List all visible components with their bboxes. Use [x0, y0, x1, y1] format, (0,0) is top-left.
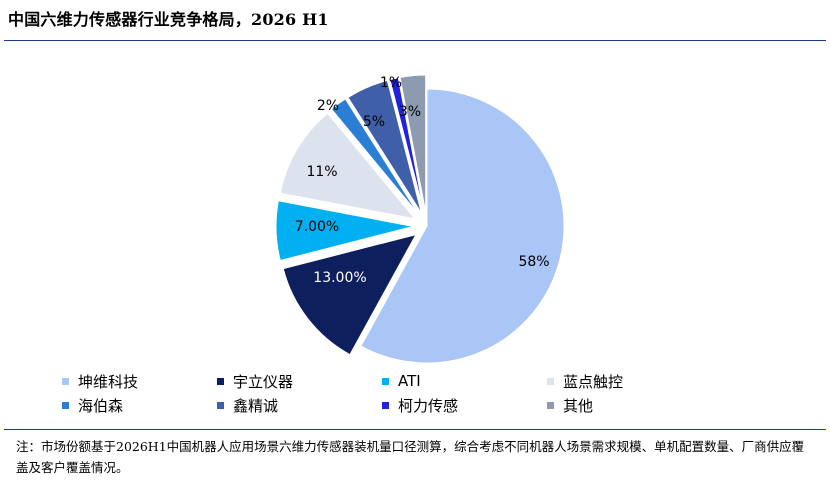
pie-slice-label-4: 11% [306, 164, 337, 180]
pie-slice-3 [275, 200, 414, 262]
legend-swatch [547, 377, 554, 385]
pie-slice-6 [347, 79, 422, 214]
legend-swatch [382, 401, 389, 409]
legend-label: 宇立仪器 [233, 372, 294, 391]
pie-slice-4 [279, 112, 417, 220]
pie-slice-8 [399, 74, 427, 213]
legend-label: 鑫精诚 [233, 396, 279, 415]
pie-labels: 58% 13.00% 7.00% 11% 2% 5% 1% 3% [295, 75, 550, 286]
legend-item-5: 海伯森 [62, 395, 217, 415]
legend-swatch [217, 401, 224, 409]
legend-label: 柯力传感 [398, 396, 459, 415]
pie-slice-5 [330, 98, 420, 215]
legend-label: 其他 [563, 396, 594, 415]
legend-item-3: ATI [382, 371, 547, 391]
footer-divider [4, 429, 826, 430]
pie-slice-label-6: 5% [363, 114, 385, 130]
legend-swatch [217, 377, 224, 385]
legend-item-2: 宇立仪器 [217, 371, 382, 391]
legend-item-1: 坤维科技 [62, 371, 217, 391]
pie-slice-label-5: 2% [317, 98, 339, 114]
legend-swatch [382, 377, 389, 385]
legend-swatch [547, 401, 554, 409]
pie-slice-7 [389, 77, 425, 213]
legend-label: 坤维科技 [78, 372, 139, 391]
legend-item-7: 柯力传感 [382, 395, 547, 415]
pie-slice-label-7: 1% [380, 75, 402, 91]
chart-footnote: 注：市场份额基于2026H1中国机器人应用场景六维力传感器装机量口径测算，综合考… [16, 439, 805, 475]
legend-label: ATI [398, 372, 421, 390]
legend-swatch [62, 377, 69, 385]
legend-item-6: 鑫精诚 [217, 395, 382, 415]
legend-swatch [62, 401, 69, 409]
header-divider [4, 40, 826, 41]
pie-slice-label-1: 58% [518, 254, 549, 270]
page-title: 中国六维力传感器行业竞争格局，2026 H1 [8, 10, 329, 29]
pie-slices [275, 74, 565, 364]
pie-slice-2 [282, 233, 417, 356]
pie-slice-label-2: 13.00% [313, 270, 366, 286]
chart-legend: 坤维科技 宇立仪器 ATI 蓝点触控海伯森 鑫精诚 柯力传感 其他 [62, 371, 742, 415]
pie-slice-1 [360, 88, 565, 364]
legend-item-4: 蓝点触控 [547, 371, 707, 391]
legend-label: 蓝点触控 [563, 372, 624, 391]
pie-slice-label-3: 7.00% [295, 219, 339, 235]
pie-slice-label-8: 3% [399, 104, 421, 120]
legend-item-8: 其他 [547, 395, 707, 415]
legend-label: 海伯森 [78, 396, 124, 415]
